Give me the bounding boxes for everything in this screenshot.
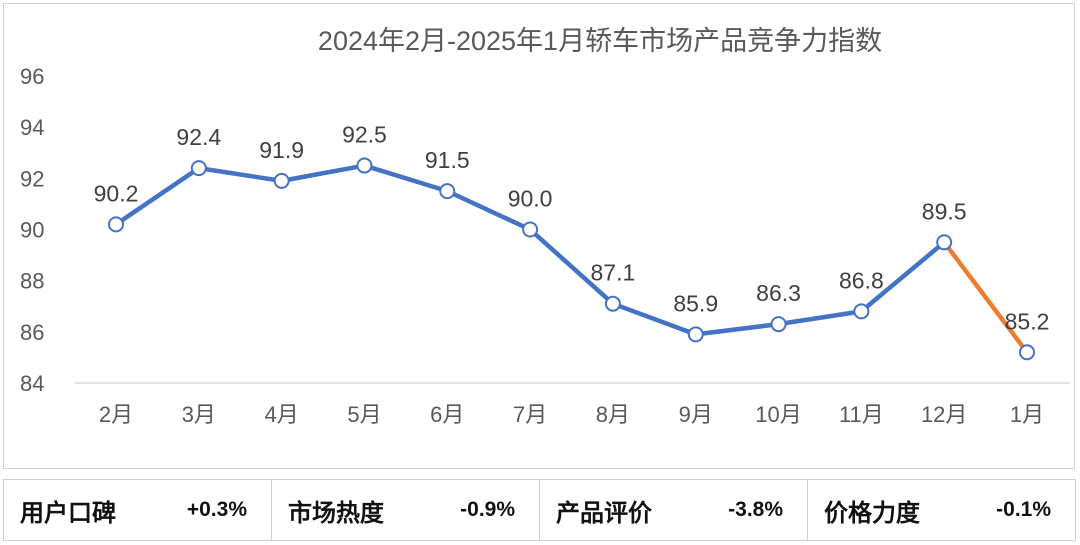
y-tick-label: 92	[20, 166, 44, 191]
line-segment	[776, 309, 864, 327]
data-point	[108, 216, 124, 233]
data-label: 91.5	[425, 147, 470, 173]
line-segment	[859, 240, 947, 314]
summary-product-rating: 产品评价 -3.8%	[540, 480, 808, 540]
x-tick-label: 3月	[182, 402, 216, 427]
data-label: 91.9	[259, 137, 304, 163]
x-tick-label: 12月	[921, 402, 967, 427]
summary-value: -0.1%	[996, 498, 1051, 521]
data-point	[522, 221, 539, 238]
data-label: 90.0	[508, 186, 553, 212]
data-label: 86.8	[839, 267, 884, 293]
line-segment	[610, 301, 698, 337]
x-tick-label: 9月	[679, 402, 713, 427]
summary-label: 市场热度	[288, 499, 384, 527]
line-chart: 2024年2月-2025年1月轿车市场产品竞争力指数 84 86 88 90 92 94 9…	[20, 26, 1070, 427]
data-point	[273, 172, 290, 189]
summary-user-reputation: 用户口碑 +0.3%	[4, 480, 272, 540]
x-tick-label: 4月	[265, 402, 299, 427]
x-tick-label: 6月	[430, 402, 464, 427]
line-segment	[279, 163, 367, 184]
y-tick-label: 96	[20, 64, 44, 89]
y-tick-label: 90	[20, 218, 44, 243]
line-segment	[527, 227, 616, 306]
x-tick-label: 7月	[513, 402, 547, 427]
data-point	[936, 234, 953, 251]
summary-label: 用户口碑	[20, 499, 116, 527]
chart-frame	[3, 3, 1075, 469]
x-tick-label: 8月	[596, 402, 630, 427]
summary-label: 产品评价	[556, 499, 652, 527]
summary-value: +0.3%	[186, 498, 247, 521]
data-point	[604, 295, 621, 312]
data-point	[770, 316, 787, 333]
data-label: 90.2	[94, 180, 139, 206]
summary-value: -3.8%	[728, 498, 783, 521]
data-label: 92.5	[342, 122, 387, 148]
line-segment	[693, 321, 781, 337]
line-segment	[941, 240, 1030, 355]
data-point	[439, 183, 456, 200]
summary-market-heat: 市场热度 -0.9%	[272, 480, 540, 540]
y-tick-label: 88	[20, 269, 44, 294]
y-tick-label: 94	[20, 115, 44, 140]
chart-title: 2024年2月-2025年1月轿车市场产品竞争力指数	[318, 26, 882, 56]
y-tick-label: 84	[20, 371, 44, 396]
x-tick-label: 2月	[99, 402, 133, 427]
line-segment	[113, 165, 202, 227]
x-tick-label: 10月	[755, 402, 801, 427]
y-tick-label: 86	[20, 320, 44, 345]
x-tick-label: 1月	[1010, 402, 1044, 427]
data-point	[853, 303, 870, 320]
data-label: 86.3	[756, 280, 801, 306]
line-segment	[445, 188, 533, 232]
data-point	[687, 326, 704, 343]
x-tick-label: 11月	[839, 402, 884, 427]
data-point	[356, 157, 373, 174]
data-label: 89.5	[922, 198, 967, 224]
data-label: 85.9	[673, 290, 718, 316]
summary-table: 用户口碑 +0.3% 市场热度 -0.9% 产品评价 -3.8% 价格力度 -0.1%	[3, 479, 1076, 541]
data-point	[190, 160, 207, 177]
line-segment	[362, 163, 450, 194]
data-label: 85.2	[1005, 308, 1050, 334]
summary-price-strength: 价格力度 -0.1%	[808, 480, 1075, 540]
x-tick-label: 5月	[347, 402, 381, 427]
summary-value: -0.9%	[460, 498, 515, 521]
data-label: 92.4	[176, 124, 221, 150]
line-segment	[196, 165, 284, 184]
summary-label: 价格力度	[824, 499, 920, 527]
data-point	[1019, 344, 1035, 361]
data-label: 87.1	[591, 260, 636, 286]
